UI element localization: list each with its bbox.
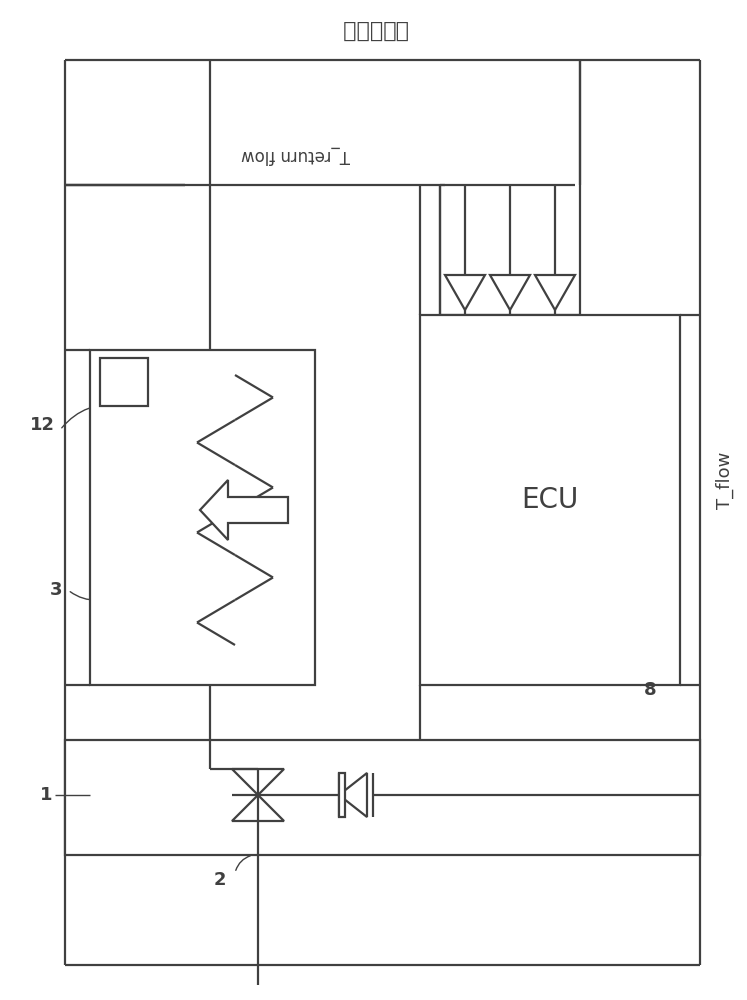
Text: 3: 3 [49,581,62,599]
Text: 8: 8 [644,681,657,699]
Polygon shape [232,769,284,795]
Text: 1: 1 [40,786,52,804]
Polygon shape [490,275,530,310]
Bar [420,315,680,685]
Polygon shape [535,275,575,310]
Text: 2: 2 [214,871,226,889]
Bar [65,740,700,855]
FancyArrowPatch shape [62,405,121,428]
Bar [90,350,315,685]
Text: 12: 12 [30,416,55,434]
Text: T_return flow: T_return flow [241,146,350,164]
Polygon shape [339,773,367,817]
Text: T_flow: T_flow [716,451,734,509]
FancyArrowPatch shape [236,856,250,870]
Polygon shape [200,480,288,540]
Polygon shape [445,275,485,310]
Bar [100,358,148,406]
Polygon shape [232,795,284,821]
FancyArrowPatch shape [623,672,641,685]
Text: ECU: ECU [521,486,579,514]
Text: 分配器装置: 分配器装置 [340,20,406,40]
FancyArrowPatch shape [70,592,97,600]
Bar [339,773,345,817]
